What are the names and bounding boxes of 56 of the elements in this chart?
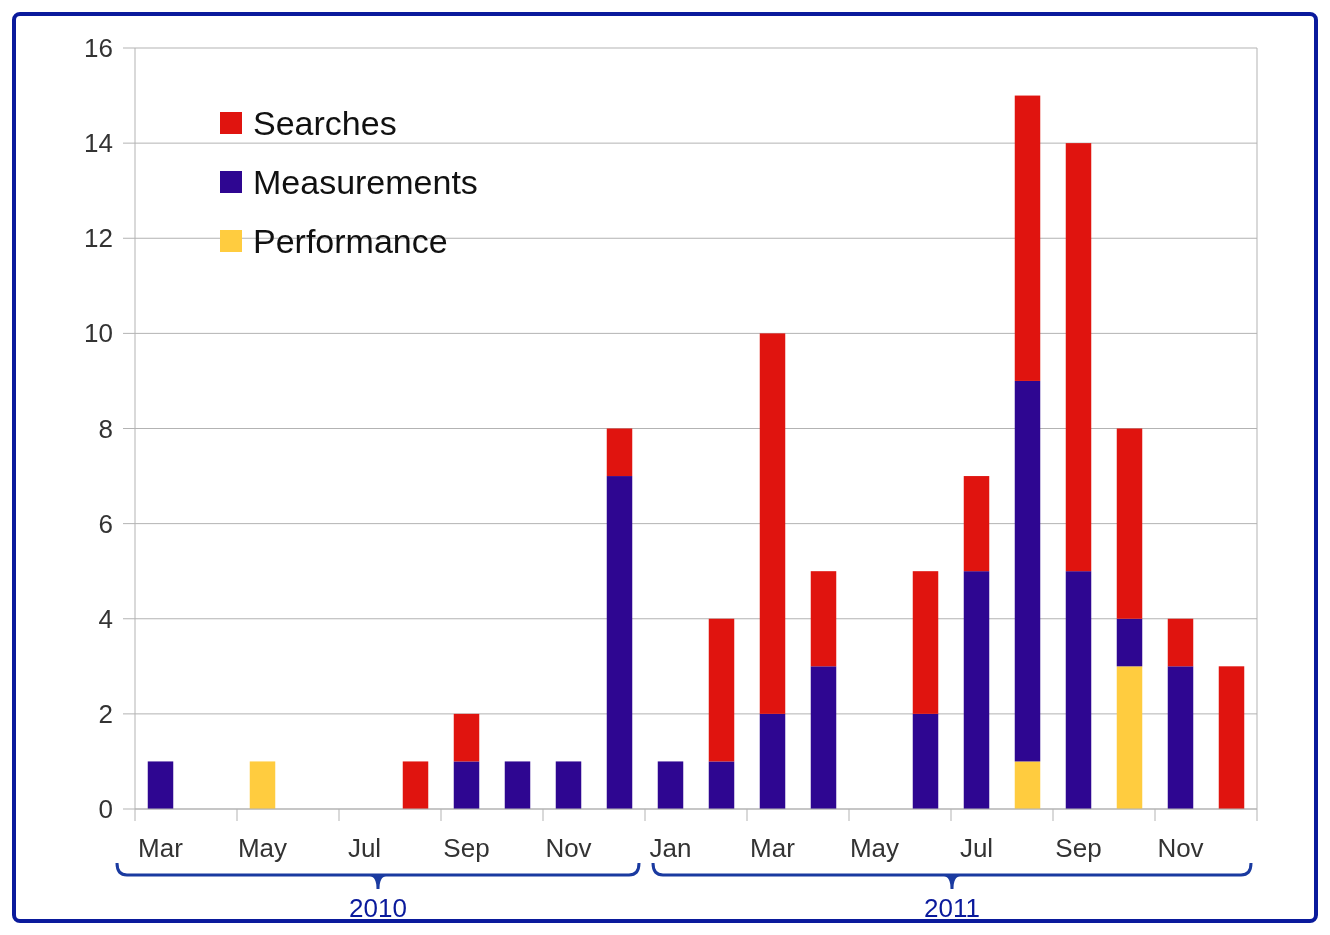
y-tick-label: 10 (84, 318, 113, 349)
bar (1218, 666, 1245, 809)
bar (1014, 380, 1041, 762)
legend-label: Measurements (253, 162, 478, 201)
bar (453, 761, 480, 809)
bar (249, 761, 276, 809)
bar (147, 761, 174, 809)
bar (504, 761, 531, 809)
bar (912, 713, 939, 809)
y-tick-label: 14 (84, 128, 113, 159)
y-tick-label: 4 (98, 603, 113, 634)
text: 2011 (924, 893, 980, 923)
x-tick-label: May (237, 833, 288, 863)
x-tick-label: Sep (1055, 833, 1102, 863)
x-tick-label: Jul (347, 833, 382, 863)
bar (453, 713, 480, 762)
bar (657, 761, 684, 809)
legend-label: Searches (253, 103, 397, 142)
y-tick-label: 0 (98, 794, 113, 825)
bar (1014, 95, 1041, 381)
x-tick-label: Sep (443, 833, 490, 863)
x-tick-label: Nov (545, 833, 592, 863)
bar (1065, 143, 1092, 572)
bar (759, 713, 786, 809)
bar (1116, 666, 1143, 809)
bar (555, 761, 582, 809)
x-tick-label: Mar (750, 833, 796, 863)
bar (1167, 666, 1194, 809)
bar (963, 476, 990, 572)
y-tick-label: 6 (98, 508, 113, 539)
x-tick-label: Jul (959, 833, 994, 863)
bar (1014, 761, 1041, 809)
bar (1116, 618, 1143, 667)
text: 2010 (349, 893, 407, 923)
bar (810, 666, 837, 809)
legend-label: Performance (253, 221, 448, 260)
bar (708, 618, 735, 762)
y-tick-label: 16 (84, 33, 113, 64)
y-tick-label: 12 (84, 223, 113, 254)
bar (402, 761, 429, 809)
x-tick-label: Nov (1157, 833, 1204, 863)
y-tick-label: 2 (98, 698, 113, 729)
x-tick-label: Mar (138, 833, 184, 863)
bar (1065, 571, 1092, 809)
bar (606, 428, 633, 477)
bar (1116, 428, 1143, 619)
bar (810, 571, 837, 667)
bar (708, 761, 735, 809)
bar (606, 476, 633, 809)
x-tick-label: May (849, 833, 900, 863)
bar (963, 571, 990, 809)
y-tick-label: 8 (98, 413, 113, 444)
bar (759, 333, 786, 714)
bar (912, 571, 939, 714)
x-tick-label: Jan (649, 833, 692, 863)
bar (1167, 618, 1194, 667)
